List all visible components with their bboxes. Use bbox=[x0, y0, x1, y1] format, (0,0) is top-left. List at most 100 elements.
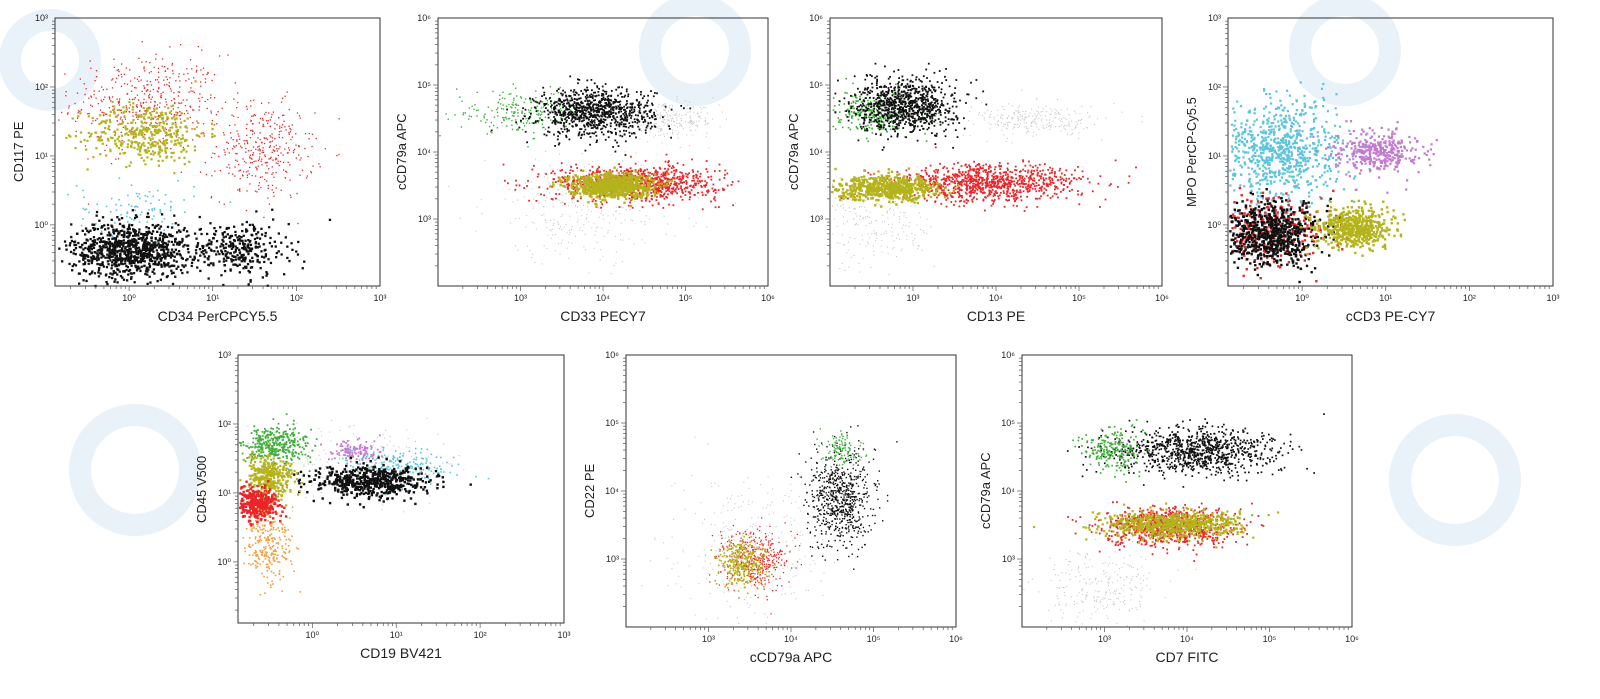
data-point bbox=[224, 246, 227, 249]
data-point bbox=[593, 222, 595, 224]
data-point bbox=[97, 275, 101, 278]
data-point bbox=[623, 133, 626, 136]
data-point bbox=[151, 137, 154, 140]
data-point bbox=[121, 122, 124, 125]
data-point bbox=[173, 214, 176, 217]
data-point bbox=[699, 172, 702, 175]
data-point bbox=[170, 140, 173, 143]
data-point bbox=[554, 110, 556, 113]
data-point bbox=[137, 256, 140, 259]
data-point bbox=[697, 126, 699, 128]
data-point bbox=[197, 121, 200, 125]
data-point bbox=[616, 128, 618, 130]
data-point bbox=[135, 128, 138, 131]
data-point bbox=[148, 95, 150, 97]
data-point bbox=[622, 123, 625, 125]
data-point bbox=[255, 210, 258, 213]
data-point bbox=[134, 257, 137, 260]
data-point bbox=[149, 111, 152, 115]
data-point bbox=[565, 193, 567, 195]
data-point bbox=[247, 252, 250, 256]
data-point bbox=[104, 149, 106, 152]
data-point bbox=[156, 142, 159, 145]
data-point bbox=[126, 212, 128, 215]
data-point bbox=[563, 125, 566, 128]
data-point bbox=[110, 163, 113, 165]
data-point bbox=[673, 169, 675, 172]
data-point bbox=[288, 132, 290, 134]
data-point bbox=[664, 119, 666, 121]
data-point bbox=[244, 239, 247, 242]
data-point bbox=[155, 107, 158, 110]
data-point bbox=[464, 112, 467, 114]
data-point bbox=[595, 227, 597, 229]
data-point bbox=[605, 201, 608, 204]
data-point bbox=[140, 253, 143, 256]
data-point bbox=[569, 232, 571, 234]
data-point bbox=[570, 164, 572, 166]
data-point bbox=[670, 171, 673, 174]
data-point bbox=[110, 249, 113, 252]
data-point bbox=[267, 184, 270, 187]
data-point bbox=[581, 107, 583, 110]
data-point bbox=[517, 115, 519, 117]
data-point bbox=[161, 243, 165, 246]
data-point bbox=[142, 113, 145, 116]
data-point bbox=[572, 103, 574, 106]
data-point bbox=[230, 242, 233, 245]
data-point bbox=[83, 262, 87, 266]
data-point bbox=[609, 131, 612, 133]
data-point bbox=[114, 222, 116, 224]
data-point bbox=[111, 136, 114, 140]
data-point bbox=[264, 137, 266, 140]
data-point bbox=[106, 234, 109, 237]
data-point bbox=[652, 178, 655, 180]
data-point bbox=[140, 143, 144, 146]
data-point bbox=[594, 234, 596, 236]
data-point bbox=[259, 156, 261, 158]
data-point bbox=[615, 169, 618, 172]
data-point bbox=[165, 275, 168, 279]
data-point bbox=[102, 265, 105, 268]
data-point bbox=[236, 160, 238, 162]
data-point bbox=[207, 277, 210, 280]
data-point bbox=[137, 153, 140, 156]
data-point bbox=[631, 103, 633, 106]
data-point bbox=[274, 122, 276, 124]
data-point bbox=[102, 246, 105, 249]
data-point bbox=[554, 145, 556, 147]
data-point bbox=[159, 112, 162, 115]
data-point bbox=[556, 169, 558, 171]
data-point bbox=[280, 189, 282, 191]
data-point bbox=[130, 218, 133, 220]
data-point bbox=[115, 81, 117, 83]
data-point bbox=[109, 129, 111, 131]
data-point bbox=[592, 127, 594, 129]
data-point bbox=[625, 114, 628, 117]
data-point bbox=[552, 224, 554, 226]
data-point bbox=[283, 114, 285, 116]
data-point bbox=[166, 116, 169, 119]
data-point bbox=[120, 131, 122, 133]
data-point bbox=[118, 222, 122, 226]
data-point bbox=[541, 126, 544, 129]
data-point bbox=[557, 99, 560, 102]
data-point bbox=[700, 111, 702, 113]
data-point bbox=[176, 231, 179, 234]
data-point bbox=[677, 137, 679, 139]
data-point bbox=[499, 94, 501, 96]
data-point bbox=[581, 153, 583, 155]
data-point bbox=[718, 206, 720, 208]
data-point bbox=[153, 133, 156, 137]
data-point bbox=[630, 119, 632, 121]
data-point bbox=[338, 118, 340, 120]
data-point bbox=[626, 171, 629, 174]
data-point bbox=[229, 252, 232, 255]
data-point bbox=[277, 232, 280, 235]
data-point bbox=[98, 122, 101, 125]
data-point bbox=[603, 235, 605, 237]
data-point bbox=[674, 124, 676, 126]
data-point bbox=[107, 139, 110, 142]
data-point bbox=[545, 220, 547, 222]
data-point bbox=[58, 119, 60, 121]
